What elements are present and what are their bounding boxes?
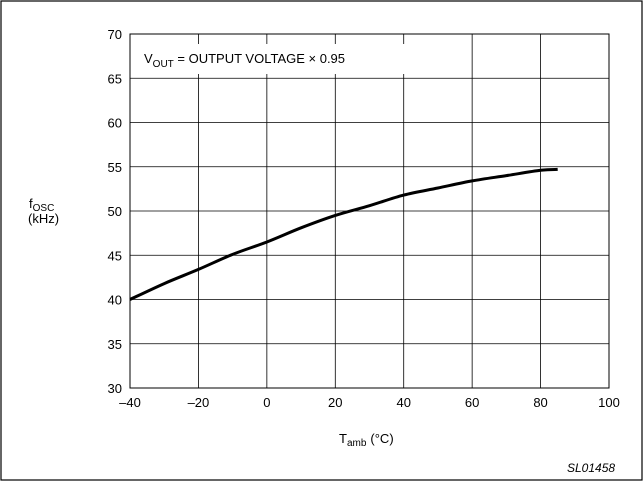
annotation-v: V — [144, 51, 153, 66]
x-tick-label: 100 — [598, 395, 620, 410]
y-tick-label: 40 — [108, 293, 122, 308]
y-tick-label: 50 — [108, 204, 122, 219]
y-axis-label-symbol: f — [29, 196, 33, 211]
x-tick-label: 20 — [328, 395, 342, 410]
annotation-sub: OUT — [153, 59, 174, 70]
x-axis-tick-labels: –40 –20 0 20 40 60 80 100 — [119, 395, 620, 410]
figure-code: SL01458 — [567, 461, 615, 475]
series-line-0 — [129, 167, 558, 301]
y-axis-label-main: fOSC — [29, 196, 54, 214]
voltage-annotation: VOUT = OUTPUT VOLTAGE × 0.95 — [138, 44, 418, 74]
annotation-background — [138, 44, 418, 74]
y-tick-label: 60 — [108, 116, 122, 131]
y-axis-label-sub: OSC — [33, 203, 55, 214]
y-tick-label: 55 — [108, 160, 122, 175]
x-tick-label: –40 — [119, 395, 141, 410]
x-axis-label-unit: (°C) — [370, 431, 393, 446]
x-tick-label: 0 — [263, 395, 270, 410]
annotation-rest: = OUTPUT VOLTAGE × 0.95 — [174, 51, 345, 66]
y-tick-label: 35 — [108, 337, 122, 352]
grid-lines — [130, 34, 609, 388]
y-axis-tick-labels: 30 35 40 45 50 55 60 65 70 — [108, 27, 122, 396]
x-tick-label: –20 — [188, 395, 210, 410]
y-tick-label: 45 — [108, 248, 122, 263]
y-axis-label: fOSC (kHz) — [28, 196, 59, 226]
y-tick-label: 30 — [108, 381, 122, 396]
x-tick-label: 60 — [465, 395, 479, 410]
x-tick-label: 80 — [533, 395, 547, 410]
y-tick-label: 70 — [108, 27, 122, 42]
annotation-text: VOUT = OUTPUT VOLTAGE × 0.95 — [144, 51, 345, 70]
x-axis-label-symbol: T — [339, 431, 347, 446]
series-layer — [129, 167, 558, 301]
y-axis-label-unit: (kHz) — [28, 211, 59, 226]
y-tick-label: 65 — [108, 71, 122, 86]
x-tick-label: 40 — [396, 395, 410, 410]
x-axis-label: Tamb (°C) — [339, 431, 394, 449]
x-axis-label-sub: amb — [347, 438, 367, 449]
plot-area — [129, 33, 610, 389]
